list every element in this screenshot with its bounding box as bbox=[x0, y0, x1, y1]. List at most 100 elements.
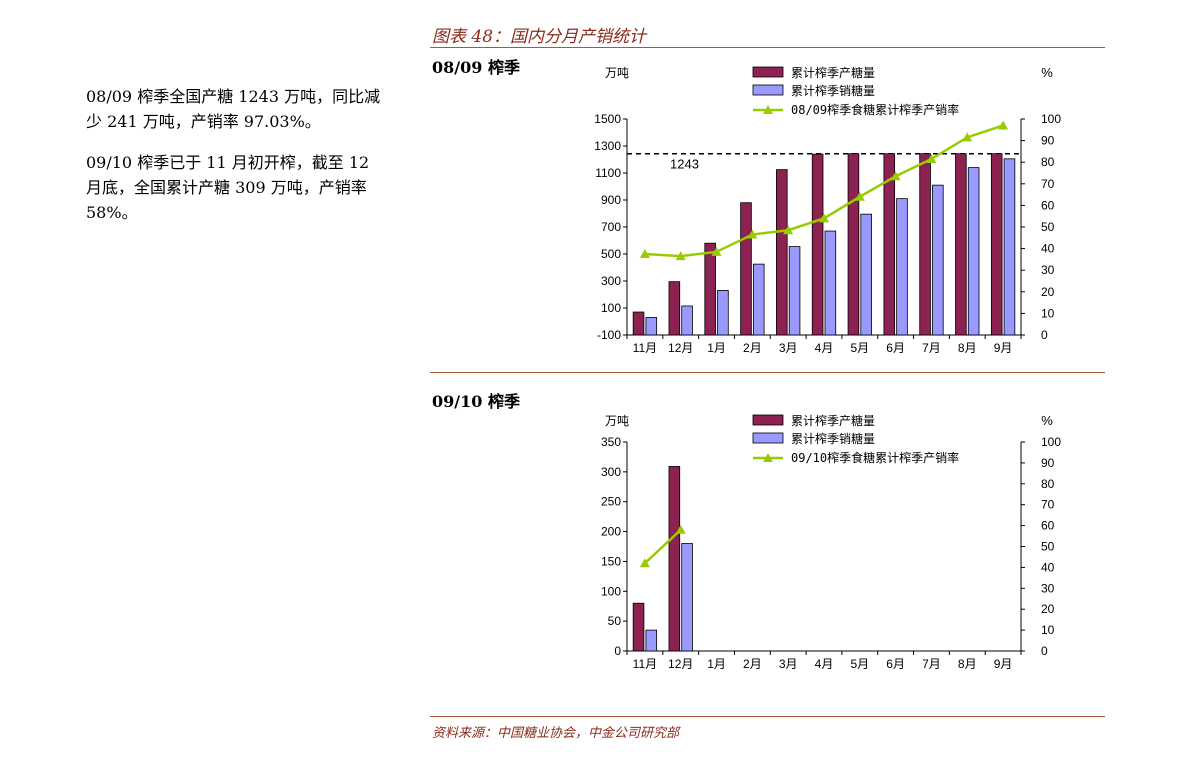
chart1-y2tick-label: 0 bbox=[1041, 328, 1048, 342]
chart1-bar-production bbox=[740, 202, 752, 336]
chart2-legend-label-sales: 累计榨季销糖量 bbox=[791, 431, 875, 446]
chart2-ytick-label: 300 bbox=[601, 465, 621, 479]
chart2-legend-swatch-production bbox=[752, 414, 784, 426]
chart1-ylabel: 万吨 bbox=[605, 66, 629, 80]
chart2-y2tick-label: 0 bbox=[1041, 644, 1048, 658]
chart2-y2tick-label: 10 bbox=[1041, 623, 1055, 637]
chart1-bar-sales bbox=[932, 184, 944, 336]
chart1-rate-marker bbox=[747, 229, 758, 239]
chart2-ytick-label: 200 bbox=[601, 525, 621, 539]
chart1-y2tick-label: 40 bbox=[1041, 242, 1055, 256]
chart1-rate-marker bbox=[998, 120, 1009, 130]
chart2-xtick-label: 11月 bbox=[633, 657, 657, 671]
chart1-y2tick-label: 50 bbox=[1041, 220, 1055, 234]
footer-rule bbox=[430, 716, 1105, 717]
chart1-bar-sales bbox=[645, 317, 658, 336]
chart1-xtick-label: 12月 bbox=[668, 341, 693, 355]
chart1-bar-production bbox=[955, 153, 967, 336]
chart2-rate-line bbox=[644, 528, 682, 565]
chart1-rate-marker bbox=[819, 213, 829, 223]
chart1-y2tick-label: 60 bbox=[1041, 198, 1055, 212]
chart1-xtick-label: 9月 bbox=[994, 341, 1013, 355]
chart2-xtick-label: 3月 bbox=[779, 657, 798, 671]
chart1-ytick-label: 500 bbox=[601, 247, 621, 261]
title-rule bbox=[430, 47, 1105, 48]
chart1-legend-label-production: 累计榨季产糖量 bbox=[791, 65, 875, 80]
chart1-bar-sales bbox=[1003, 158, 1016, 336]
chart2-y2tick-label: 80 bbox=[1041, 477, 1055, 491]
chart1-legend-label-rate: 08/09榨季食糖累计榨季产销率 bbox=[791, 102, 959, 117]
chart2-y2tick-label: 30 bbox=[1041, 581, 1055, 595]
chart1-bar-production bbox=[919, 153, 931, 336]
chart2-ytick-label: 0 bbox=[614, 644, 621, 658]
chart1-bar-production bbox=[990, 153, 1003, 336]
chart1-y2tick-label: 30 bbox=[1041, 263, 1055, 277]
chart1-rate-marker bbox=[783, 225, 794, 235]
chart2-xtick-label: 7月 bbox=[922, 657, 941, 671]
chart2-ytick-label: 350 bbox=[601, 435, 621, 449]
chart1-xtick-label: 5月 bbox=[850, 341, 869, 355]
chart1-y2label: % bbox=[1041, 65, 1053, 80]
chart2-legend-swatch-sales bbox=[752, 432, 784, 444]
chart2-y2tick-label: 40 bbox=[1041, 560, 1055, 574]
section-label-0910: 09/10 榨季 bbox=[432, 392, 520, 411]
chart2-legend-label-production: 累计榨季产糖量 bbox=[791, 413, 875, 428]
chart2-ytick-label: 100 bbox=[601, 584, 621, 598]
chart1-bar-production bbox=[668, 281, 681, 336]
chart2-y2tick-label: 60 bbox=[1041, 519, 1055, 533]
chart2-xtick-label: 9月 bbox=[994, 657, 1013, 671]
source-note: 资料来源：中国糖业协会，中金公司研究部 bbox=[432, 726, 680, 741]
chart1-bar-sales bbox=[896, 198, 908, 336]
chart1-ytick-label: 1100 bbox=[595, 166, 621, 180]
chart1-bar-production bbox=[847, 153, 860, 336]
chart1-bar-sales bbox=[788, 246, 801, 336]
chart1-reference-label: 1243 bbox=[670, 157, 699, 172]
chart1-legend-marker-rate bbox=[763, 105, 773, 114]
chart1-bar-sales bbox=[967, 167, 980, 336]
commentary: 08/09 榨季全国产糖 1243 万吨，同比减少 241 万吨，产销率 97.… bbox=[86, 84, 386, 134]
chart2-ytick-label: 50 bbox=[608, 614, 622, 628]
chart1-rate-marker bbox=[854, 191, 865, 201]
chart2-y2tick-label: 70 bbox=[1041, 498, 1055, 512]
chart1-bar-production bbox=[883, 153, 896, 336]
chart1-xtick-label: 4月 bbox=[815, 341, 834, 355]
chart2-y2tick-label: 90 bbox=[1041, 456, 1055, 470]
chart2-y2tick-label: 50 bbox=[1041, 540, 1055, 554]
chart1-y2tick-label: 80 bbox=[1041, 155, 1055, 169]
chart2-xtick-label: 5月 bbox=[850, 657, 869, 671]
chart1-bar-production bbox=[704, 242, 716, 336]
chart1-bar-sales bbox=[752, 263, 765, 336]
chart1-y2tick-label: 70 bbox=[1041, 177, 1055, 191]
chart1-ytick-label: 1500 bbox=[594, 112, 621, 126]
chart2-xtick-label: 2月 bbox=[743, 657, 762, 671]
chart2-y2tick-label: 20 bbox=[1041, 602, 1055, 616]
chart2-xtick-label: 6月 bbox=[886, 657, 905, 671]
chart1-y2tick-label: 10 bbox=[1041, 306, 1055, 320]
chart1-ytick-label: 1300 bbox=[594, 139, 621, 153]
chart1-rate-marker bbox=[711, 246, 722, 256]
chart1-legend-swatch-production bbox=[752, 66, 784, 78]
chart1-y2tick-label: 20 bbox=[1041, 285, 1055, 299]
chart1-rate-line bbox=[644, 124, 1004, 258]
chart1-xtick-label: 2月 bbox=[743, 341, 762, 355]
chart2-xtick-label: 8月 bbox=[958, 657, 977, 671]
commentary-2: 09/10 榨季已于 11 月初开榨，截至 12 月底，全国累计产糖 309 万… bbox=[86, 150, 386, 225]
commentary-paragraph-0910: 09/10 榨季已于 11 月初开榨，截至 12 月底，全国累计产糖 309 万… bbox=[86, 153, 370, 222]
chart1-bar-sales bbox=[860, 213, 872, 336]
chart2-xtick-label: 12月 bbox=[668, 657, 693, 671]
chart2-y2tick-label: 100 bbox=[1041, 435, 1061, 449]
chart1-xtick-label: 8月 bbox=[958, 341, 977, 355]
chart1-bar-production bbox=[811, 153, 824, 336]
chart1-ytick-label: -100 bbox=[597, 328, 621, 342]
chart1-ytick-label: 300 bbox=[601, 274, 621, 288]
chart1-rate-marker bbox=[926, 153, 937, 163]
chart2-bar-sales bbox=[681, 543, 693, 652]
chart1-xtick-label: 6月 bbox=[886, 341, 905, 355]
chart2-xtick-label: 1月 bbox=[707, 657, 726, 671]
chart2-ytick-label: 150 bbox=[601, 554, 621, 568]
chart1-xtick-label: 1月 bbox=[707, 341, 726, 355]
chart1-rate-marker bbox=[639, 249, 650, 258]
figure-title: 图表 48：国内分月产销统计 bbox=[432, 27, 647, 47]
chart1-rate-marker bbox=[962, 132, 973, 142]
